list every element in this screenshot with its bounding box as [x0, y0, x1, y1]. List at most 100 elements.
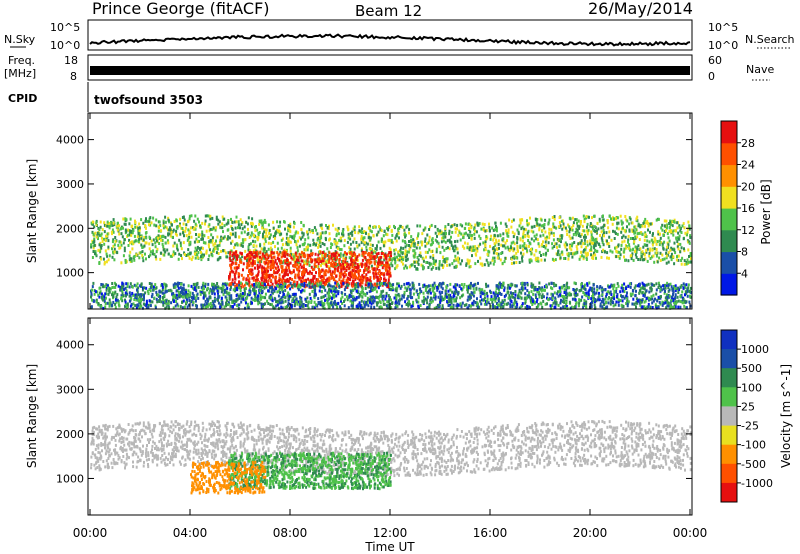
heatmap-cell: [594, 248, 597, 252]
heatmap-cell: [388, 251, 391, 255]
heatmap-cell: [261, 226, 264, 230]
heatmap-cell: [103, 262, 106, 266]
heatmap-cell: [539, 234, 542, 238]
heatmap-cell: [404, 254, 407, 258]
heatmap-cell: [610, 297, 613, 301]
heatmap-cell: [219, 303, 222, 307]
heatmap-cell: [586, 232, 589, 236]
heatmap-cell: [212, 243, 215, 247]
heatmap-cell: [674, 293, 677, 297]
heatmap-cell: [90, 305, 93, 309]
heatmap-cell: [440, 285, 443, 289]
heatmap-cell: [586, 240, 589, 244]
heatmap-cell: [310, 265, 313, 269]
heatmap-cell: [672, 255, 675, 259]
heatmap-cell: [627, 259, 630, 263]
heatmap-cell: [181, 257, 183, 261]
heatmap-cell: [654, 297, 656, 301]
heatmap-cell: [113, 258, 116, 262]
heatmap-cell: [674, 251, 677, 255]
heatmap-cell: [302, 272, 305, 276]
heatmap-cell: [608, 214, 611, 218]
heatmap-cell: [238, 296, 241, 300]
heatmap-cell: [530, 259, 533, 263]
heatmap-cell: [466, 233, 469, 237]
heatmap-cell: [663, 240, 666, 244]
heatmap-cell: [207, 258, 210, 261]
heatmap-cell: [276, 228, 278, 232]
heatmap-cell: [122, 217, 125, 221]
heatmap-cell: [544, 230, 547, 234]
heatmap-cell: [593, 292, 596, 296]
heatmap-cell: [406, 257, 409, 261]
heatmap-cell: [626, 291, 628, 295]
heatmap-cell: [422, 259, 425, 263]
heatmap-cell: [611, 296, 614, 300]
heatmap-cell: [631, 252, 634, 256]
heatmap-cell: [211, 227, 214, 231]
heatmap-cell: [647, 305, 650, 309]
heatmap-cell: [636, 247, 639, 251]
heatmap-cell: [308, 264, 311, 267]
heatmap-cell: [282, 268, 285, 272]
heatmap-cell: [646, 305, 649, 309]
heatmap-cell: [272, 275, 275, 279]
heatmap-cell: [527, 239, 530, 242]
heatmap-cell: [479, 295, 482, 299]
heatmap-cell: [204, 299, 207, 303]
heatmap-cell: [593, 246, 596, 250]
heatmap-cell: [445, 292, 448, 296]
heatmap-cell: [234, 258, 237, 262]
heatmap-cell: [144, 219, 147, 223]
heatmap-cell: [104, 249, 107, 253]
heatmap-cell: [281, 267, 284, 271]
heatmap-cell: [415, 260, 418, 264]
heatmap-cell: [176, 284, 179, 288]
heatmap-cell: [530, 229, 533, 233]
heatmap-cell: [425, 261, 428, 264]
heatmap-cell: [395, 265, 398, 269]
noise-sky-label: N.Sky: [4, 33, 36, 46]
heatmap-cell: [202, 237, 204, 241]
heatmap-cell: [417, 258, 420, 262]
heatmap-cell: [190, 235, 193, 239]
heatmap-cell: [508, 218, 511, 222]
heatmap-cell: [135, 306, 138, 310]
heatmap-cell: [245, 281, 248, 285]
heatmap-cell: [237, 255, 240, 258]
heatmap-cell: [609, 249, 612, 253]
heatmap-cell: [673, 285, 675, 288]
heatmap-cell: [398, 254, 401, 258]
heatmap-cell: [281, 251, 284, 255]
heatmap-cell: [580, 245, 583, 249]
heatmap-cell: [306, 258, 309, 262]
heatmap-cell: [286, 253, 289, 257]
heatmap-cell: [111, 223, 114, 227]
heatmap-cell: [551, 216, 554, 219]
heatmap-cell: [392, 241, 394, 245]
heatmap-cell: [537, 242, 540, 246]
heatmap-cell: [247, 245, 250, 249]
heatmap-cell: [295, 283, 298, 287]
heatmap-cell: [250, 231, 253, 235]
heatmap-cell: [424, 250, 427, 254]
heatmap-cell: [518, 224, 521, 228]
heatmap-cell: [391, 264, 394, 268]
heatmap-cell: [180, 226, 183, 230]
heatmap-cell: [255, 285, 258, 289]
heatmap-cell: [327, 265, 330, 269]
heatmap-cell: [236, 284, 239, 288]
heatmap-cell: [404, 249, 407, 253]
heatmap-cell: [138, 222, 141, 226]
heatmap-cell: [194, 214, 197, 218]
heatmap-cell: [326, 247, 329, 251]
heatmap-cell: [114, 240, 117, 244]
heatmap-cell: [424, 285, 427, 289]
heatmap-cell: [436, 288, 439, 292]
heatmap-cell: [306, 248, 309, 252]
heatmap-cell: [613, 237, 616, 240]
heatmap-cell: [192, 294, 195, 298]
heatmap-cell: [271, 288, 274, 292]
heatmap-cell: [348, 246, 351, 250]
heatmap-cell: [607, 301, 610, 305]
